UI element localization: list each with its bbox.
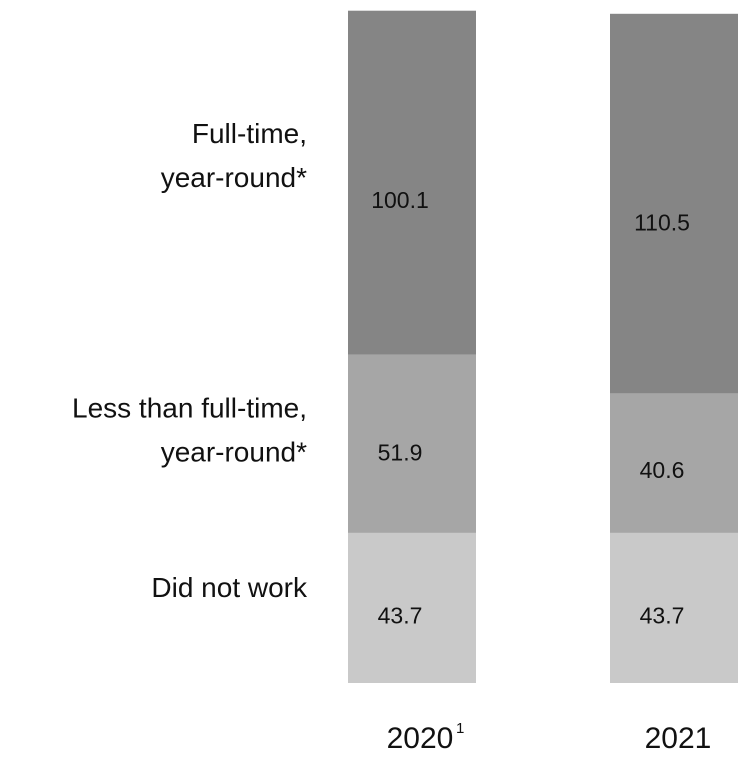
category-label-2021: 2021 — [645, 722, 712, 755]
value-label-2021-less-than-full-time-year-round: 40.6 — [640, 457, 685, 483]
series-label-did-not-work-line-1: Did not work — [151, 572, 308, 603]
series-label-full-time-year-round-line-1: Full-time, — [192, 118, 307, 149]
bar-segment-2020-full-time-year-round — [348, 10, 476, 355]
bar-segment-2020-did-not-work — [348, 532, 476, 683]
series-labels-layer: Did not work Less than full-time, year-rou… — [72, 118, 308, 603]
value-label-2021-did-not-work: 43.7 — [640, 602, 685, 628]
value-label-2020-less-than-full-time-year-round: 51.9 — [378, 440, 423, 466]
series-label-less-than-full-time-year-round-line-2: year-round* — [161, 437, 307, 468]
bar-segment-2021-less-than-full-time-year-round — [610, 393, 738, 533]
bar-segment-2020-less-than-full-time-year-round — [348, 354, 476, 533]
category-label-2020: 2020 — [387, 722, 454, 755]
value-label-2020-did-not-work: 43.7 — [378, 602, 423, 628]
category-labels-layer: 2020 1 2021 — [387, 720, 712, 755]
bars-layer — [348, 10, 738, 683]
category-footnote-marker-2020: 1 — [456, 720, 464, 737]
bar-segment-2021-did-not-work — [610, 532, 738, 683]
series-label-less-than-full-time-year-round-line-1: Less than full-time, — [72, 393, 307, 424]
value-label-2020-full-time-year-round: 100.1 — [371, 187, 429, 213]
series-label-full-time-year-round-line-2: year-round* — [161, 162, 307, 193]
value-label-2021-full-time-year-round: 110.5 — [634, 210, 690, 236]
value-labels-layer: 43.7 51.9 100.1 43.7 40.6 110.5 — [371, 187, 690, 629]
bar-segment-2021-full-time-year-round — [610, 13, 738, 394]
